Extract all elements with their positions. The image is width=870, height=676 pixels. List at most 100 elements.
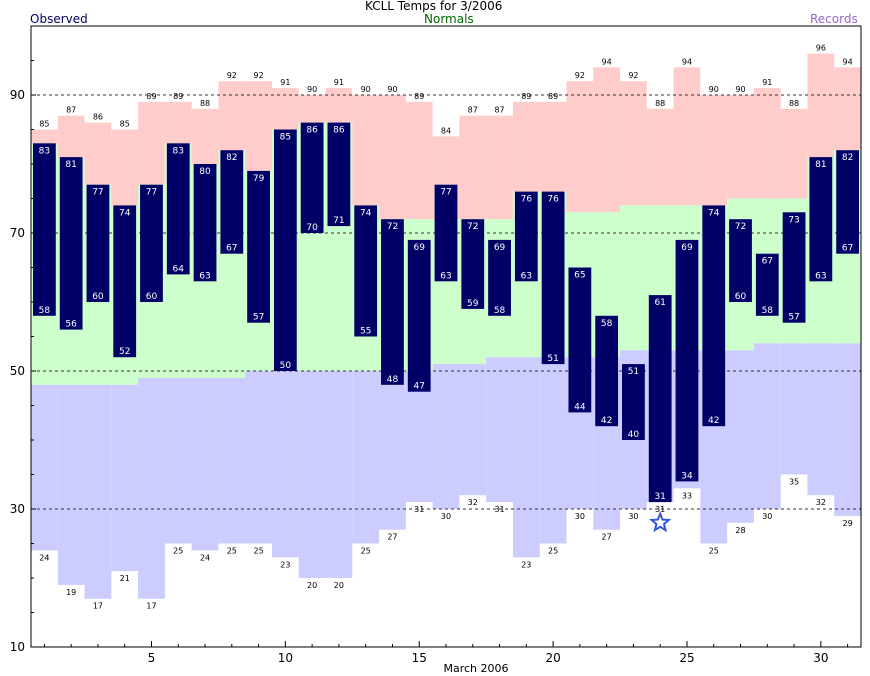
observed-high-label: 72 bbox=[735, 222, 746, 232]
record-high-label: 88 bbox=[655, 99, 665, 108]
record-low-band bbox=[138, 377, 165, 599]
record-low-label: 32 bbox=[816, 498, 826, 507]
observed-bar bbox=[140, 184, 163, 302]
record-low-label: 21 bbox=[120, 574, 130, 583]
record-low-label: 25 bbox=[173, 547, 183, 556]
record-low-label: 17 bbox=[146, 602, 156, 611]
record-high-label: 90 bbox=[361, 85, 371, 94]
observed-bar bbox=[755, 253, 779, 316]
observed-bar bbox=[59, 157, 83, 330]
observed-low-label: 70 bbox=[306, 223, 318, 233]
observed-low-label: 63 bbox=[521, 271, 532, 281]
record-high-label: 85 bbox=[39, 120, 49, 129]
record-high-label: 90 bbox=[709, 85, 719, 94]
observed-bars bbox=[33, 122, 859, 503]
record-low-label: 23 bbox=[521, 560, 531, 569]
record-high-label: 92 bbox=[227, 71, 237, 80]
observed-bar bbox=[675, 239, 699, 482]
observed-bar bbox=[488, 239, 511, 316]
observed-bar bbox=[622, 364, 645, 440]
record-low-label: 25 bbox=[227, 547, 237, 556]
observed-high-label: 77 bbox=[92, 188, 103, 198]
record-low-label: 32 bbox=[468, 498, 478, 507]
record-high-band bbox=[593, 67, 621, 213]
record-low-label: 24 bbox=[200, 553, 210, 562]
record-high-label: 89 bbox=[521, 92, 531, 101]
record-high-band bbox=[753, 88, 781, 199]
observed-high-label: 51 bbox=[628, 367, 639, 377]
record-high-label: 89 bbox=[173, 92, 183, 101]
record-low-band bbox=[84, 384, 112, 599]
record-high-label: 92 bbox=[575, 71, 585, 80]
observed-legend: Observed bbox=[30, 12, 88, 26]
observed-high-label: 69 bbox=[413, 243, 425, 253]
observed-low-label: 67 bbox=[226, 244, 237, 254]
record-high-band bbox=[164, 101, 192, 144]
observed-low-label: 44 bbox=[574, 402, 586, 412]
observed-high-label: 77 bbox=[440, 188, 451, 198]
observed-low-label: 60 bbox=[146, 292, 158, 302]
x-axis-label: March 2006 bbox=[443, 662, 508, 675]
record-high-label: 90 bbox=[735, 85, 745, 94]
record-high-band bbox=[298, 95, 326, 123]
record-low-label: 31 bbox=[655, 505, 665, 514]
record-high-label: 86 bbox=[93, 113, 103, 122]
observed-low-label: 60 bbox=[92, 292, 104, 302]
observed-high-label: 74 bbox=[119, 208, 131, 218]
record-low-band bbox=[807, 343, 835, 496]
y-tick-label: 30 bbox=[10, 502, 25, 516]
records-legend: Records bbox=[810, 12, 858, 26]
observed-high-label: 83 bbox=[173, 146, 184, 156]
record-high-label: 84 bbox=[441, 126, 451, 135]
observed-low-label: 31 bbox=[654, 492, 665, 502]
record-low-label: 30 bbox=[441, 512, 451, 521]
record-high-band bbox=[727, 95, 754, 199]
observed-low-label: 34 bbox=[681, 471, 693, 481]
record-low-band bbox=[459, 364, 487, 496]
record-low-label: 17 bbox=[93, 602, 103, 611]
record-high-label: 92 bbox=[628, 71, 638, 80]
observed-bar bbox=[514, 191, 538, 282]
observed-bar bbox=[782, 212, 806, 323]
normals-legend: Normals bbox=[424, 12, 474, 26]
record-low-label: 25 bbox=[361, 547, 371, 556]
observed-high-label: 80 bbox=[199, 167, 211, 177]
record-high-label: 91 bbox=[762, 78, 772, 87]
observed-bar bbox=[86, 184, 110, 302]
record-low-label: 33 bbox=[682, 491, 692, 500]
y-tick-label: 90 bbox=[10, 88, 25, 102]
observed-bar bbox=[113, 205, 137, 358]
observed-low-label: 58 bbox=[762, 306, 774, 316]
observed-bar bbox=[247, 170, 270, 323]
record-high-band bbox=[673, 67, 701, 206]
record-low-band bbox=[432, 364, 460, 509]
observed-low-label: 57 bbox=[788, 313, 799, 323]
record-low-label: 30 bbox=[628, 512, 638, 521]
record-low-band bbox=[727, 350, 754, 523]
observed-low-label: 55 bbox=[360, 327, 371, 337]
record-low-band bbox=[164, 377, 192, 544]
record-low-label: 29 bbox=[843, 519, 853, 528]
record-low-band bbox=[834, 343, 861, 516]
record-high-label: 91 bbox=[334, 78, 344, 87]
record-high-band bbox=[834, 67, 861, 151]
record-high-label: 94 bbox=[602, 57, 612, 66]
observed-bar bbox=[327, 122, 351, 227]
record-low-band bbox=[379, 371, 406, 530]
observed-bar bbox=[381, 219, 404, 385]
record-low-label: 30 bbox=[575, 512, 585, 521]
record-high-band bbox=[807, 53, 835, 158]
observed-high-label: 86 bbox=[306, 126, 318, 136]
observed-low-label: 58 bbox=[39, 306, 51, 316]
record-low-band bbox=[325, 371, 353, 578]
record-high-band bbox=[486, 115, 513, 220]
record-low-label: 30 bbox=[762, 512, 772, 521]
observed-low-label: 47 bbox=[413, 382, 424, 392]
y-tick-label: 10 bbox=[10, 640, 25, 654]
observed-low-label: 67 bbox=[842, 244, 853, 254]
observed-bar bbox=[33, 143, 56, 316]
observed-low-label: 57 bbox=[253, 313, 264, 323]
record-high-label: 90 bbox=[307, 85, 317, 94]
observed-low-label: 52 bbox=[119, 347, 130, 357]
record-low-band bbox=[298, 371, 326, 578]
